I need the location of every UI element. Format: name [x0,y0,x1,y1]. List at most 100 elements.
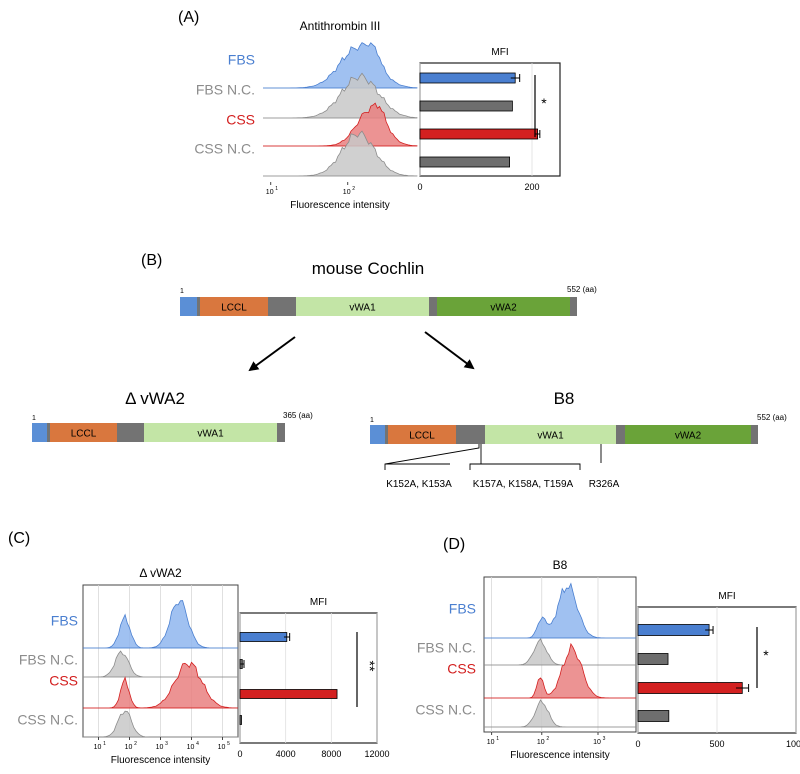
domain-label-vwa2: vWA2 [490,303,517,314]
sample-label: CSS N.C. [194,141,255,157]
mfi-title: MFI [310,597,327,608]
mfi-bar [637,710,670,722]
domain-linker [616,425,625,444]
mfi-tick-label: 4000 [276,749,296,759]
arrow-left [248,336,296,372]
domain-signal [32,423,47,442]
mfi-tick-label: 0 [635,739,640,749]
domain-label-vwa1: vWA1 [349,303,376,314]
mfi-bar [637,653,669,665]
mfi-tick-label: 8000 [321,749,341,759]
sample-label: CSS N.C. [17,711,78,727]
protein-dvwa2: LCCL vWA1 [32,423,285,442]
mfi-bar [419,72,516,84]
tick-exponent: 2 [546,736,549,742]
significance-marker: * [763,647,769,663]
sample-label: FBS N.C. [19,651,78,667]
mfi-bar [239,715,242,725]
histogram-peak [263,42,418,89]
domain-label-lccl: LCCL [221,303,247,314]
tick-exponent: 3 [603,736,606,742]
mutation-annotations: K152A, K153A K157A, K158A, T159A R326A [384,444,620,490]
mutation-bracket [469,463,581,470]
histogram-peak [484,699,636,728]
domain-vwa2 [625,425,751,444]
domain-lccl [388,425,456,444]
mutation-label: K152A, K153A [386,479,452,490]
histogram-title: B8 [553,558,568,572]
arrow-right [424,331,475,370]
protein-full: LCCL vWA1 vWA2 [180,297,577,316]
mfi-tick-label: 0 [417,182,422,192]
domain-vwa1 [296,297,429,316]
domain-label-lccl: LCCL [71,429,97,440]
mfi-title: MFI [491,47,508,58]
mfi-tick-label: 1000 [786,739,800,749]
domain-label-lccl: LCCL [409,431,435,442]
sample-label: FBS [228,52,255,68]
tick-label: 10 [156,744,164,751]
mfi-chart-C: 0 4000 8000 12000 MFI ** [237,597,389,759]
tick-label: 10 [487,739,495,746]
histogram-frame [483,576,637,733]
tick-label: 10 [218,744,226,751]
mfi-bar [419,128,538,140]
mfi-bar [419,100,513,112]
protein-b8: LCCL vWA1 vWA2 [370,425,758,444]
tick-exponent: 1 [275,186,278,192]
tick-exponent: 3 [165,741,168,747]
domain-linker [277,423,285,442]
tick-label: 10 [537,739,545,746]
mutation-bracket [384,444,480,470]
domain-signal [180,297,197,316]
domain-linker [570,297,577,316]
tick-exponent: 4 [196,741,199,747]
tick-label: 10 [125,744,133,751]
mfi-bar [239,632,288,642]
domain-lccl [200,297,268,316]
b8-title: B8 [554,389,575,408]
sample-label: CSS N.C. [415,701,476,717]
mfi-bar [637,624,710,636]
aa-end: 552 (aa) [757,413,787,422]
mfi-chart-D: 0 500 1000 MFI * [635,591,800,749]
panel-letter-A: (A) [178,9,199,26]
mfi-title: MFI [718,591,735,602]
significance-marker: ** [362,661,378,672]
histogram-peak [484,582,636,639]
tick-exponent: 5 [227,741,230,747]
histogram-xlabel: Fluorescence intensity [510,750,610,761]
tick-exponent: 2 [134,741,137,747]
domain-linker [47,423,50,442]
significance-marker: * [541,95,547,111]
domain-linker [429,297,437,316]
sample-label: CSS [226,111,255,127]
domain-linker [117,423,144,442]
mfi-tick-label: 200 [524,182,539,192]
tick-label: 10 [94,744,102,751]
mfi-bar [419,156,510,168]
panel-letter-C: (C) [8,530,30,547]
panel-letter-D: (D) [443,536,465,553]
sample-label: CSS [447,660,476,676]
mutation-label: R326A [589,479,620,490]
domain-label-vwa1: vWA1 [197,429,224,440]
histogram-title: Δ vWA2 [139,566,182,580]
sample-label: FBS [449,600,476,616]
sample-label: FBS N.C. [417,639,476,655]
tick-exponent: 1 [103,741,106,747]
aa-end: 552 (aa) [567,285,597,294]
sample-label: CSS [49,673,78,689]
protein-title: mouse Cochlin [312,259,424,278]
aa-end: 365 (aa) [283,411,313,420]
dvwa2-title: Δ vWA2 [125,389,185,408]
domain-linker [197,297,200,316]
aa-start: 1 [32,415,36,422]
tick-label: 10 [266,189,274,196]
domain-signal [370,425,385,444]
mutation-label: K157A, K158A, T159A [473,479,574,490]
histogram-xlabel: Fluorescence intensity [111,755,211,766]
